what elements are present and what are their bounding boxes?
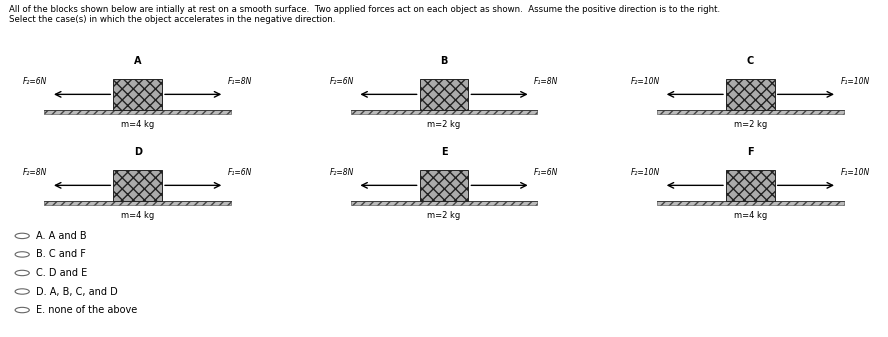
Bar (351, 110, 537, 114)
Text: F: F (747, 147, 754, 157)
Bar (114, 170, 162, 201)
Bar (657, 110, 844, 114)
Text: F₂=6N: F₂=6N (329, 77, 353, 86)
Text: E. none of the above: E. none of the above (36, 305, 138, 315)
Bar (351, 201, 537, 205)
Text: m=4 kg: m=4 kg (121, 211, 155, 220)
Text: F₁=6N: F₁=6N (227, 168, 252, 177)
Text: F₂=6N: F₂=6N (23, 77, 47, 86)
Text: m=2 kg: m=2 kg (427, 120, 461, 129)
Bar (419, 79, 469, 110)
Text: F₂=10N: F₂=10N (631, 77, 661, 86)
Text: m=2 kg: m=2 kg (733, 120, 767, 129)
Text: m=4 kg: m=4 kg (121, 120, 155, 129)
Text: F₁=8N: F₁=8N (534, 77, 559, 86)
Text: C: C (747, 56, 754, 66)
Bar (657, 201, 844, 205)
Text: F₂=8N: F₂=8N (329, 168, 353, 177)
Bar (419, 170, 469, 201)
Text: m=4 kg: m=4 kg (733, 211, 767, 220)
Text: F₂=8N: F₂=8N (23, 168, 47, 177)
Text: C. D and E: C. D and E (36, 268, 88, 278)
Bar (725, 170, 774, 201)
Text: All of the blocks shown below are intially at rest on a smooth surface.  Two app: All of the blocks shown below are intial… (9, 5, 720, 14)
Text: D: D (133, 147, 142, 157)
Text: F₁=10N: F₁=10N (840, 77, 869, 86)
Text: F₁=8N: F₁=8N (227, 77, 252, 86)
Text: m=2 kg: m=2 kg (427, 211, 461, 220)
Text: E: E (440, 147, 448, 157)
Text: Select the case(s) in which the object accelerates in the negative direction.: Select the case(s) in which the object a… (9, 15, 336, 24)
Bar (44, 110, 231, 114)
Text: A: A (134, 56, 141, 66)
Text: F₁=6N: F₁=6N (534, 168, 559, 177)
Text: A. A and B: A. A and B (36, 231, 87, 241)
Text: B. C and F: B. C and F (36, 249, 86, 259)
Text: F₂=10N: F₂=10N (631, 168, 661, 177)
Bar (725, 79, 774, 110)
Bar (114, 79, 162, 110)
Bar (44, 201, 231, 205)
Text: D. A, B, C, and D: D. A, B, C, and D (36, 286, 118, 297)
Text: B: B (440, 56, 448, 66)
Text: F₁=10N: F₁=10N (840, 168, 869, 177)
